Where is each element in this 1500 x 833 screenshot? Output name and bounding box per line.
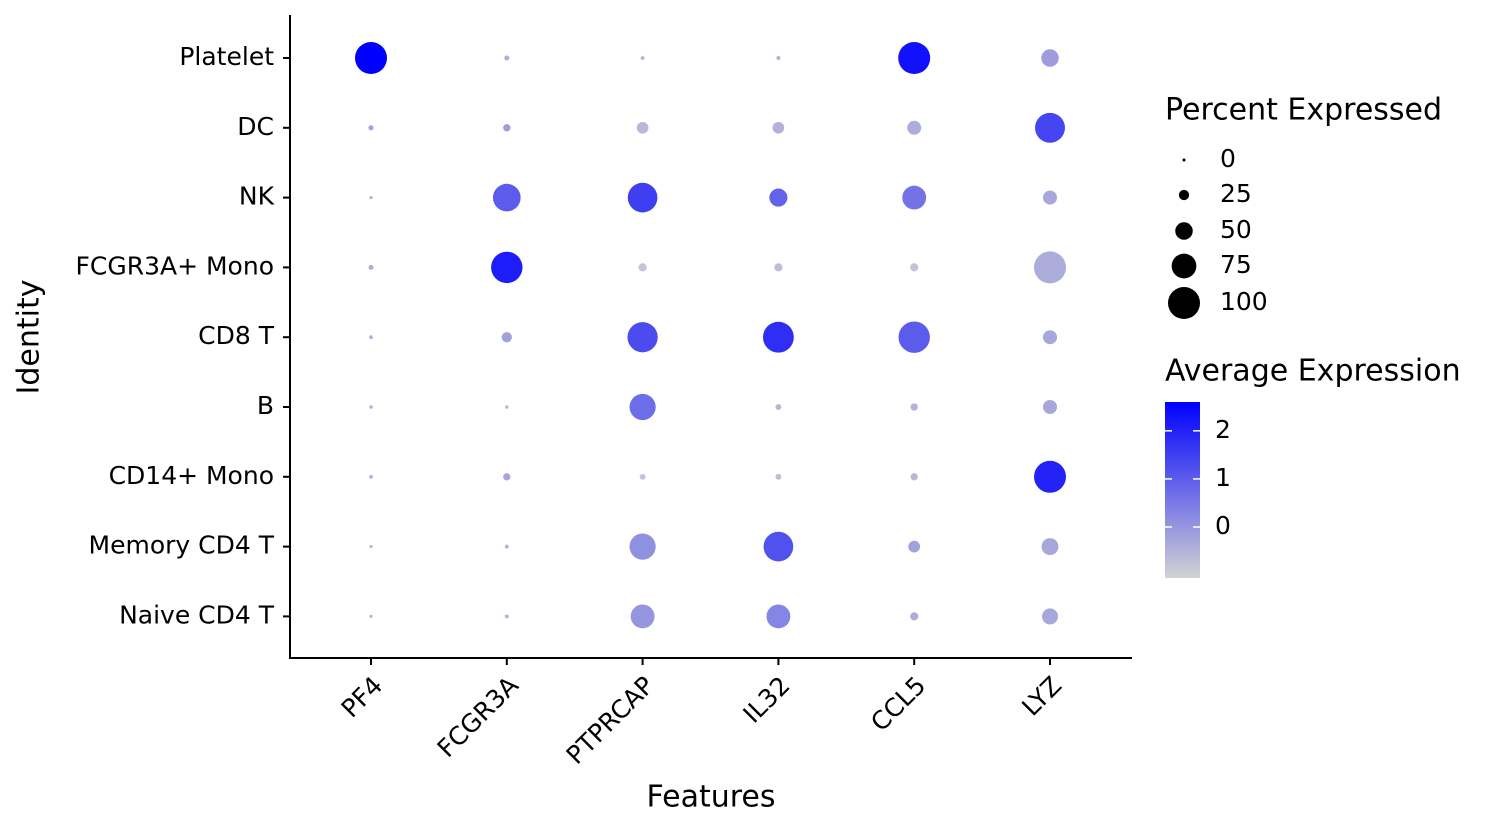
- color-legend-label: 1: [1215, 463, 1231, 492]
- x-axis-title: Features: [647, 780, 776, 815]
- dot: [774, 263, 783, 272]
- x-tick-label: PF4: [336, 671, 389, 724]
- size-legend-dot: [1178, 189, 1190, 201]
- dot: [638, 263, 647, 272]
- dot: [504, 55, 510, 61]
- dot: [369, 474, 373, 479]
- size-legend-label: 50: [1220, 215, 1252, 244]
- dot: [772, 121, 785, 134]
- y-tick-label: Naive CD4 T: [119, 600, 275, 629]
- dot: [369, 614, 373, 619]
- color-legend-title: Average Expression: [1165, 354, 1461, 389]
- dot: [1041, 49, 1059, 67]
- x-tick-label: PTPRCAP: [561, 671, 660, 770]
- y-tick-label: CD8 T: [198, 321, 275, 350]
- dot: [627, 182, 658, 213]
- dot: [640, 56, 645, 60]
- dot: [369, 544, 373, 549]
- dot: [504, 544, 509, 549]
- dot: [1042, 330, 1058, 345]
- x-tick-label: LYZ: [1016, 671, 1067, 722]
- dot: [898, 42, 931, 74]
- dot: [501, 332, 512, 343]
- dot: [1041, 608, 1059, 625]
- y-tick-label: NK: [239, 182, 275, 211]
- dot: [776, 55, 781, 61]
- dot: [908, 540, 921, 553]
- size-legend-label: 75: [1220, 250, 1252, 279]
- size-legend-dot: [1171, 253, 1197, 279]
- dot: [627, 322, 658, 353]
- y-tick-label: B: [257, 391, 274, 420]
- dot: [1042, 399, 1058, 415]
- dot: [355, 42, 387, 74]
- y-tick-label: CD14+ Mono: [109, 461, 274, 490]
- dot: [629, 533, 656, 560]
- y-tick-label: Platelet: [179, 42, 274, 71]
- x-tick-label: CCL5: [865, 671, 931, 737]
- dot: [492, 183, 521, 212]
- dot: [907, 120, 922, 135]
- dot: [630, 604, 655, 629]
- dot: [1042, 190, 1058, 205]
- dot: [504, 614, 509, 619]
- dot: [910, 473, 918, 481]
- color-legend-label: 2: [1215, 415, 1231, 444]
- dot: [1041, 538, 1059, 556]
- size-legend-label: 100: [1220, 287, 1268, 316]
- x-tick-label: FCGR3A: [432, 671, 524, 763]
- size-legend-label: 0: [1220, 144, 1236, 173]
- dot: [769, 188, 788, 207]
- y-tick-label: FCGR3A+ Mono: [76, 251, 275, 280]
- dot: [629, 393, 656, 421]
- dot: [369, 195, 373, 200]
- dot: [775, 473, 782, 480]
- dot: [368, 264, 374, 270]
- dot: [369, 335, 373, 340]
- dot: [1034, 460, 1066, 493]
- y-tick-label: DC: [237, 112, 274, 141]
- dot: [1034, 251, 1066, 284]
- dot: [1035, 112, 1065, 143]
- color-legend-label: 0: [1215, 511, 1231, 540]
- dot: [762, 321, 794, 353]
- dot: [898, 321, 930, 353]
- y-axis-title: Identity: [12, 280, 47, 395]
- dot: [766, 604, 791, 629]
- dot: [910, 403, 918, 411]
- dot: [763, 531, 794, 562]
- y-tick-label: Memory CD4 T: [89, 531, 275, 560]
- dot: [636, 121, 649, 134]
- dot: [369, 405, 373, 409]
- dot: [910, 263, 919, 272]
- dot: [491, 251, 523, 284]
- dot: [505, 405, 509, 409]
- x-tick-label: IL32: [738, 671, 796, 729]
- size-legend-dot: [1175, 222, 1193, 240]
- color-bar: [1165, 402, 1200, 578]
- dot: [775, 404, 782, 410]
- dot: [503, 124, 511, 132]
- size-legend-dot: [1182, 158, 1186, 162]
- dot: [902, 185, 927, 210]
- dot: [503, 473, 511, 481]
- dot: [368, 125, 374, 131]
- size-legend-dot: [1168, 287, 1200, 319]
- dot: [910, 612, 919, 621]
- size-legend-label: 25: [1220, 179, 1252, 208]
- dot: [639, 473, 646, 480]
- size-legend-title: Percent Expressed: [1165, 93, 1442, 128]
